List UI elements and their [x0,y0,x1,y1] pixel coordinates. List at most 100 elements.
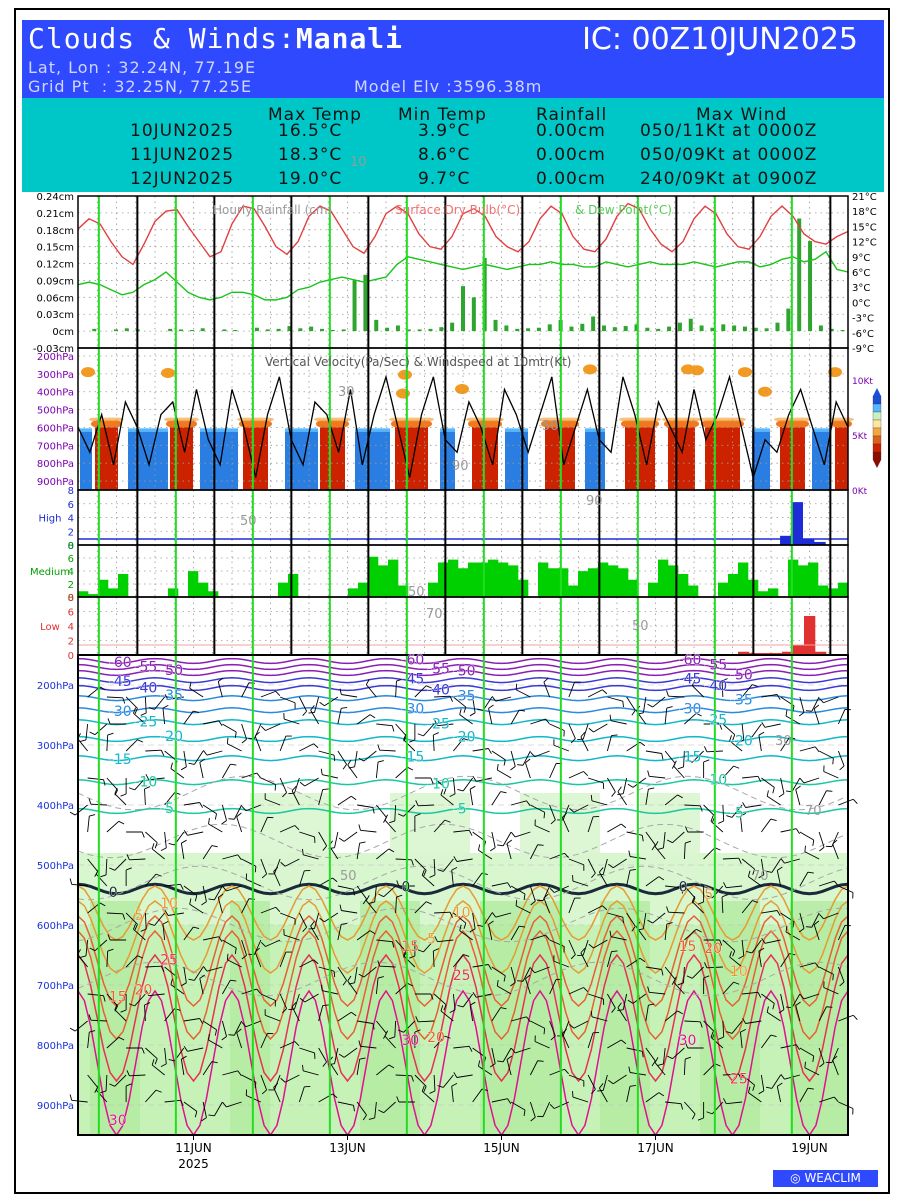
wind-barb-flag [530,1116,536,1122]
isotherm-label: 15 [401,939,419,955]
wind-barb-flag [758,947,765,952]
wind-barb [144,1004,146,1022]
wind-barb-flag [647,919,653,924]
isotherm-label: -20 [730,733,753,749]
isotherm-label: -15 [679,749,702,765]
section-rh-shading [78,655,848,1135]
wind-barb-flag [478,1060,481,1067]
wind-barb [568,897,576,914]
wind-barb [284,1074,300,1083]
wind-barb-flag [411,1075,414,1082]
wind-barb [208,1039,223,1049]
rain-bar [385,327,390,332]
wind-barb [823,912,839,920]
medium-cloud-bar [88,594,99,597]
pressure-tick-label: 800hPa [37,459,74,470]
velocity-column [752,431,770,490]
wind-barb-flag [313,959,319,965]
wind-barb [511,800,527,806]
wind-barb-flag [833,880,839,886]
wind-barb-flag [226,737,229,744]
wind-barb [133,928,146,941]
wind-barb-flag [496,764,499,771]
wind-barb-flag [154,842,158,849]
wind-barb-flag [254,731,260,737]
wind-barb [582,723,589,740]
wind-barb [85,939,89,956]
wind-barb-flag [151,843,155,850]
right-tick-label: 6°C [852,268,870,279]
wind-barb [354,966,358,983]
wind-barb-flag [497,1060,504,1063]
wind-barb-flag [747,870,751,877]
wind-barb-flag [320,984,323,991]
low-cloud-bar [738,651,750,655]
wind-barb-flag [168,1058,175,1062]
cloud-tick-label: 6 [68,500,74,511]
wind-barb [612,1074,627,1085]
velocity-legend-swatch [872,411,882,421]
wind-barb-flag [148,707,155,710]
wind-barb-flag [506,839,513,844]
velocity-halo [812,428,830,432]
wind-barb [125,696,138,709]
wind-barb-flag [451,1082,458,1087]
velocity-halo [355,428,390,432]
wind-barb [502,831,512,847]
velocity-legend-arrow-up [873,388,881,396]
wind-barb-flag [746,950,753,954]
wind-barb [799,962,816,968]
wind-barb-flag [162,920,169,925]
wind-barb-flag [819,1062,825,1068]
wind-barb [105,858,108,876]
wind-barb-flag [365,895,370,901]
wind-barb-flag [273,866,279,872]
wind-barb [587,858,596,874]
pressure-tick-label: 900hPa [37,1101,74,1112]
wind-barb-flag [658,876,665,881]
wind-barb-flag [710,1031,714,1038]
wind-barb-flag [608,1079,614,1085]
wind-barb [442,858,454,872]
wind-barb [383,1101,396,1114]
wind-barb [304,993,319,1003]
wind-barb [87,858,99,872]
wind-barb-flag [313,743,319,749]
wind-barb [299,743,314,752]
wind-barb [194,750,204,765]
rain-bar [515,328,520,332]
wind-barb-flag [696,928,702,933]
velocity-halo [701,420,744,428]
wind-barb-flag [629,868,636,871]
wind-barb-flag [397,813,404,817]
velocity-column [80,431,92,490]
wind-barb-flag [805,926,812,928]
wind-barb [376,1064,390,1076]
velocity-patch [583,364,597,375]
wind-barb-flag [302,1064,304,1071]
wind-barb-flag [812,839,815,846]
wind-barb [818,966,834,975]
medium-cloud-bar [578,571,589,597]
wind-barb-flag [488,920,494,925]
wind-barb [334,831,339,848]
wind-barb-flag [140,928,147,932]
dewpoint-line [77,250,849,301]
wind-barb [304,777,319,787]
isotherm-label: -35 [160,688,183,704]
wind-barb-flag [69,811,76,816]
wind-barb [591,1016,608,1022]
wind-barb-flag [696,712,702,717]
rain-bar [417,329,422,332]
wind-barb-flag [193,710,200,714]
wind-barb-flag [189,682,192,689]
isotherm-label: -30 [401,701,424,717]
daily-summary-table: Max Temp Min Temp Rainfall Max Wind 10JU… [22,98,884,192]
isotherm-label: -10 [704,773,727,789]
wind-barb [260,906,276,914]
wind-barb [395,723,407,737]
wind-barb-flag [409,739,416,743]
isotherm-line [77,707,849,714]
wind-barb [549,804,556,821]
wind-barb [626,1047,643,1052]
